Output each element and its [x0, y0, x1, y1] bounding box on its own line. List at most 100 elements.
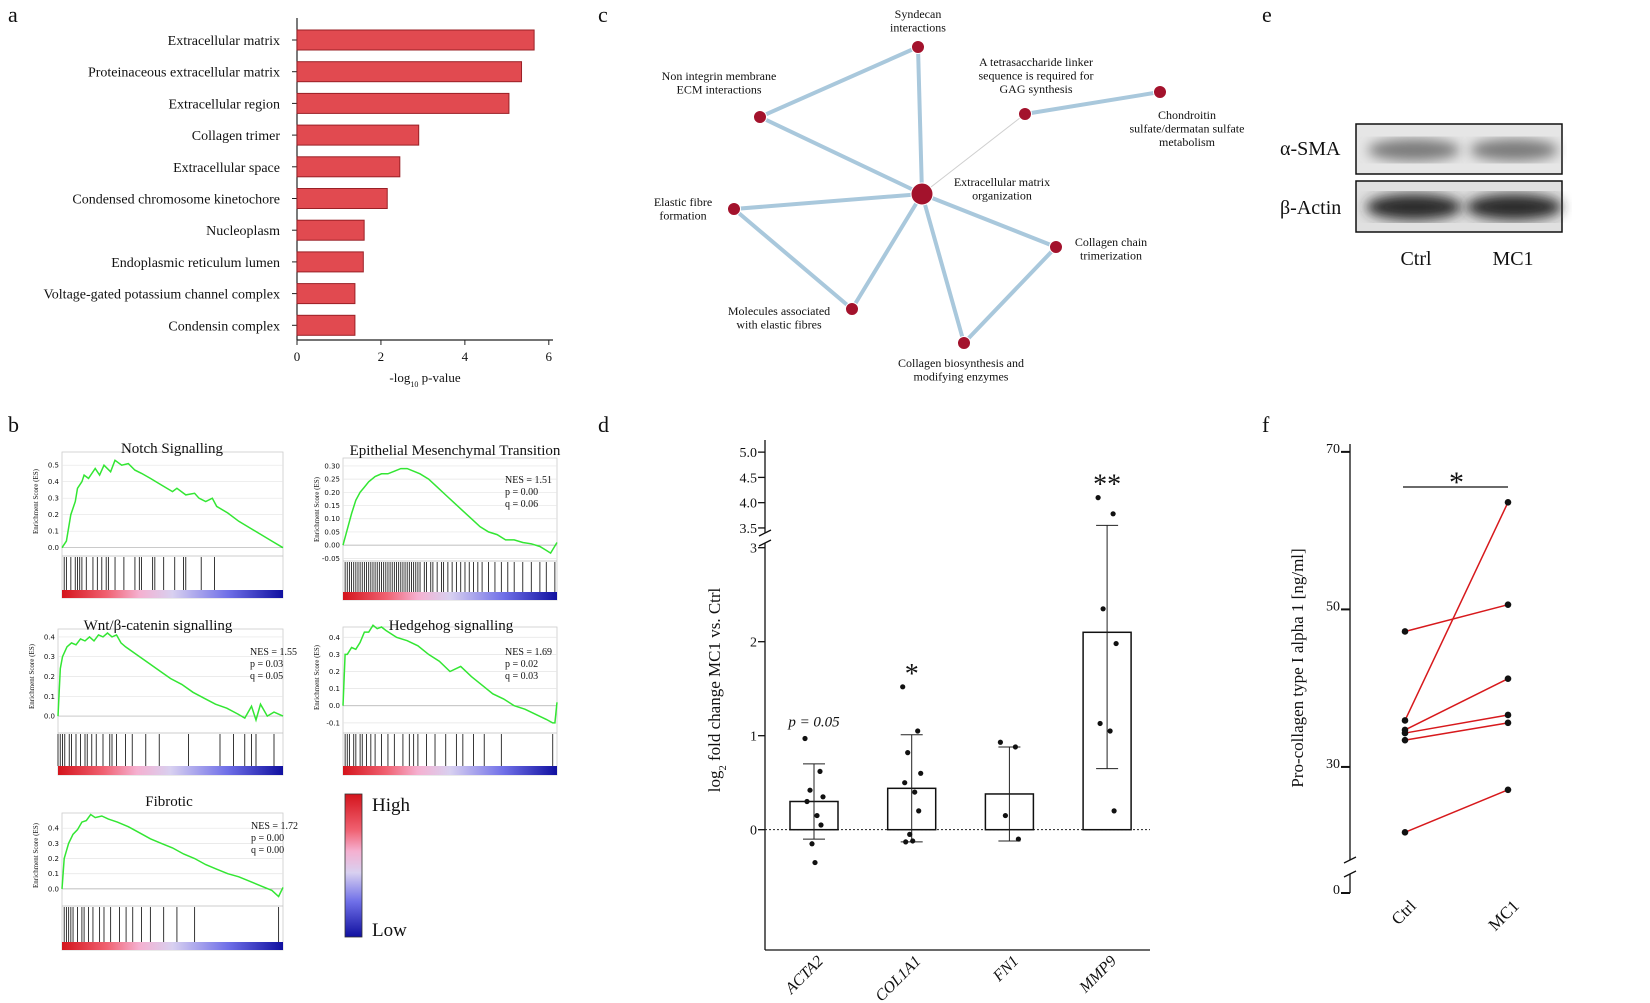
heatmap-low: Low: [372, 920, 407, 941]
pair-line: [1404, 722, 1509, 741]
network-edge: [758, 115, 924, 196]
y-tick-label: 0.10: [324, 515, 340, 523]
y-tick-label: 0: [1333, 883, 1340, 898]
bar: [296, 188, 388, 209]
y-tick-label: 5.0: [740, 446, 758, 461]
y-tick-label: 0.2: [48, 855, 59, 863]
y-axis-label: Pro-collagen type I alpha 1 [ng/ml]: [1288, 548, 1307, 787]
y-axis-label: Enrichment Score (ES): [28, 643, 36, 709]
category-label: Collagen trimer: [192, 129, 281, 144]
bar: [296, 124, 420, 146]
y-tick-label: 4.5: [740, 471, 758, 486]
blot-band: [1466, 194, 1562, 220]
x-tick-label: 6: [546, 349, 553, 364]
stat-text: NES = 1.69: [505, 647, 552, 658]
y-tick-label: 3.5: [740, 522, 758, 537]
node-label: Collagen biosynthesis and: [898, 356, 1024, 370]
axis-break: [1343, 870, 1357, 878]
network-edge: [758, 45, 920, 119]
pair-line: [1404, 678, 1509, 731]
node-label: ECM interactions: [677, 83, 762, 97]
es-curve: [57, 632, 284, 723]
y-axis-label: Enrichment Score (ES): [32, 468, 40, 534]
panel-label: c: [598, 2, 608, 27]
category-label: Proteinaceous extracellular matrix: [88, 66, 280, 81]
node-label: Chondroitin: [1158, 108, 1216, 122]
node-label: A tetrasaccharide linker: [979, 55, 1093, 69]
data-point: [820, 794, 826, 800]
stat-text: q = 0.00: [251, 845, 284, 856]
stat-text: p = 0.03: [250, 659, 283, 670]
rank-colorbar: [58, 766, 283, 775]
network-node: [753, 110, 767, 124]
x-tick-label: 0: [294, 349, 301, 364]
category-label: Condensin complex: [168, 319, 280, 334]
blot-band: [1368, 139, 1460, 161]
network-node: [911, 40, 925, 54]
panel-label: a: [8, 2, 18, 27]
node-label: Non integrin membrane: [662, 69, 777, 83]
panel-label: d: [598, 412, 609, 437]
rank-colorbar: [62, 590, 283, 598]
node-label: formation: [659, 209, 706, 223]
category-label: Extracellular matrix: [168, 34, 280, 49]
node-label: Syndecan: [895, 7, 942, 21]
y-tick-label: 0.05: [324, 528, 340, 536]
y-tick-label: 50: [1326, 599, 1340, 614]
node-label: trimerization: [1080, 249, 1142, 263]
stat-text: p = 0.00: [251, 833, 284, 844]
data-point: [1504, 719, 1512, 727]
network-edge: [850, 192, 924, 311]
y-axis-label: Enrichment Score (ES): [32, 822, 40, 888]
bar: [296, 314, 356, 336]
data-point: [1110, 511, 1116, 517]
category-label: Condensed chromosome kinetochore: [72, 193, 280, 208]
network-edge: [920, 192, 1058, 249]
data-point: [907, 831, 913, 837]
y-tick-label: 0.5: [48, 462, 59, 470]
y-tick-label: 0.0: [44, 713, 55, 721]
data-point: [915, 728, 921, 734]
network-edge: [916, 45, 924, 196]
node-label: sulfate/dermatan sulfate: [1130, 122, 1245, 136]
data-point: [918, 770, 924, 776]
node-label: sequence is required for: [979, 69, 1094, 83]
y-tick-label: 0.30: [324, 462, 340, 470]
y-axis-label: log2 fold change MC1 vs. Ctrl: [705, 587, 729, 792]
y-tick-label: 0.3: [329, 651, 340, 659]
y-tick-label: 0.20: [324, 489, 340, 497]
node-label: interactions: [890, 21, 946, 35]
y-tick-label: -0.1: [326, 719, 340, 727]
data-point: [900, 684, 906, 690]
data-point: [905, 750, 911, 756]
data-point: [1504, 711, 1512, 719]
significance: *: [905, 659, 919, 690]
node-label: Elastic fibre: [654, 195, 712, 209]
y-tick-label: 0.4: [44, 633, 56, 641]
category-label: Extracellular region: [168, 97, 280, 112]
y-tick-label: 0.25: [324, 476, 340, 484]
plot-title: Notch Signalling: [121, 441, 224, 457]
blot-row-label: α-SMA: [1280, 138, 1341, 160]
y-axis-label-part: log: [705, 770, 724, 792]
data-point: [814, 812, 820, 819]
es-curve: [61, 813, 284, 898]
y-tick-label: 0.2: [48, 511, 59, 519]
bar: [296, 29, 535, 51]
axis-break: [758, 539, 772, 547]
network-node: [1153, 85, 1167, 99]
y-tick-label: 0.15: [324, 502, 340, 510]
panel-label: e: [1262, 2, 1272, 27]
y-tick-label: 0.0: [48, 885, 59, 893]
heatmap-high: High: [372, 795, 411, 816]
network-node: [1018, 107, 1032, 121]
data-point: [910, 838, 916, 844]
x-axis-label-part: -log: [389, 370, 410, 385]
bar: [296, 61, 523, 83]
node-label: Collagen chain: [1075, 235, 1147, 249]
y-tick-label: -0.05: [322, 555, 340, 563]
node-label: metabolism: [1159, 135, 1216, 149]
data-point: [1504, 498, 1512, 506]
network-edge: [921, 113, 1026, 195]
